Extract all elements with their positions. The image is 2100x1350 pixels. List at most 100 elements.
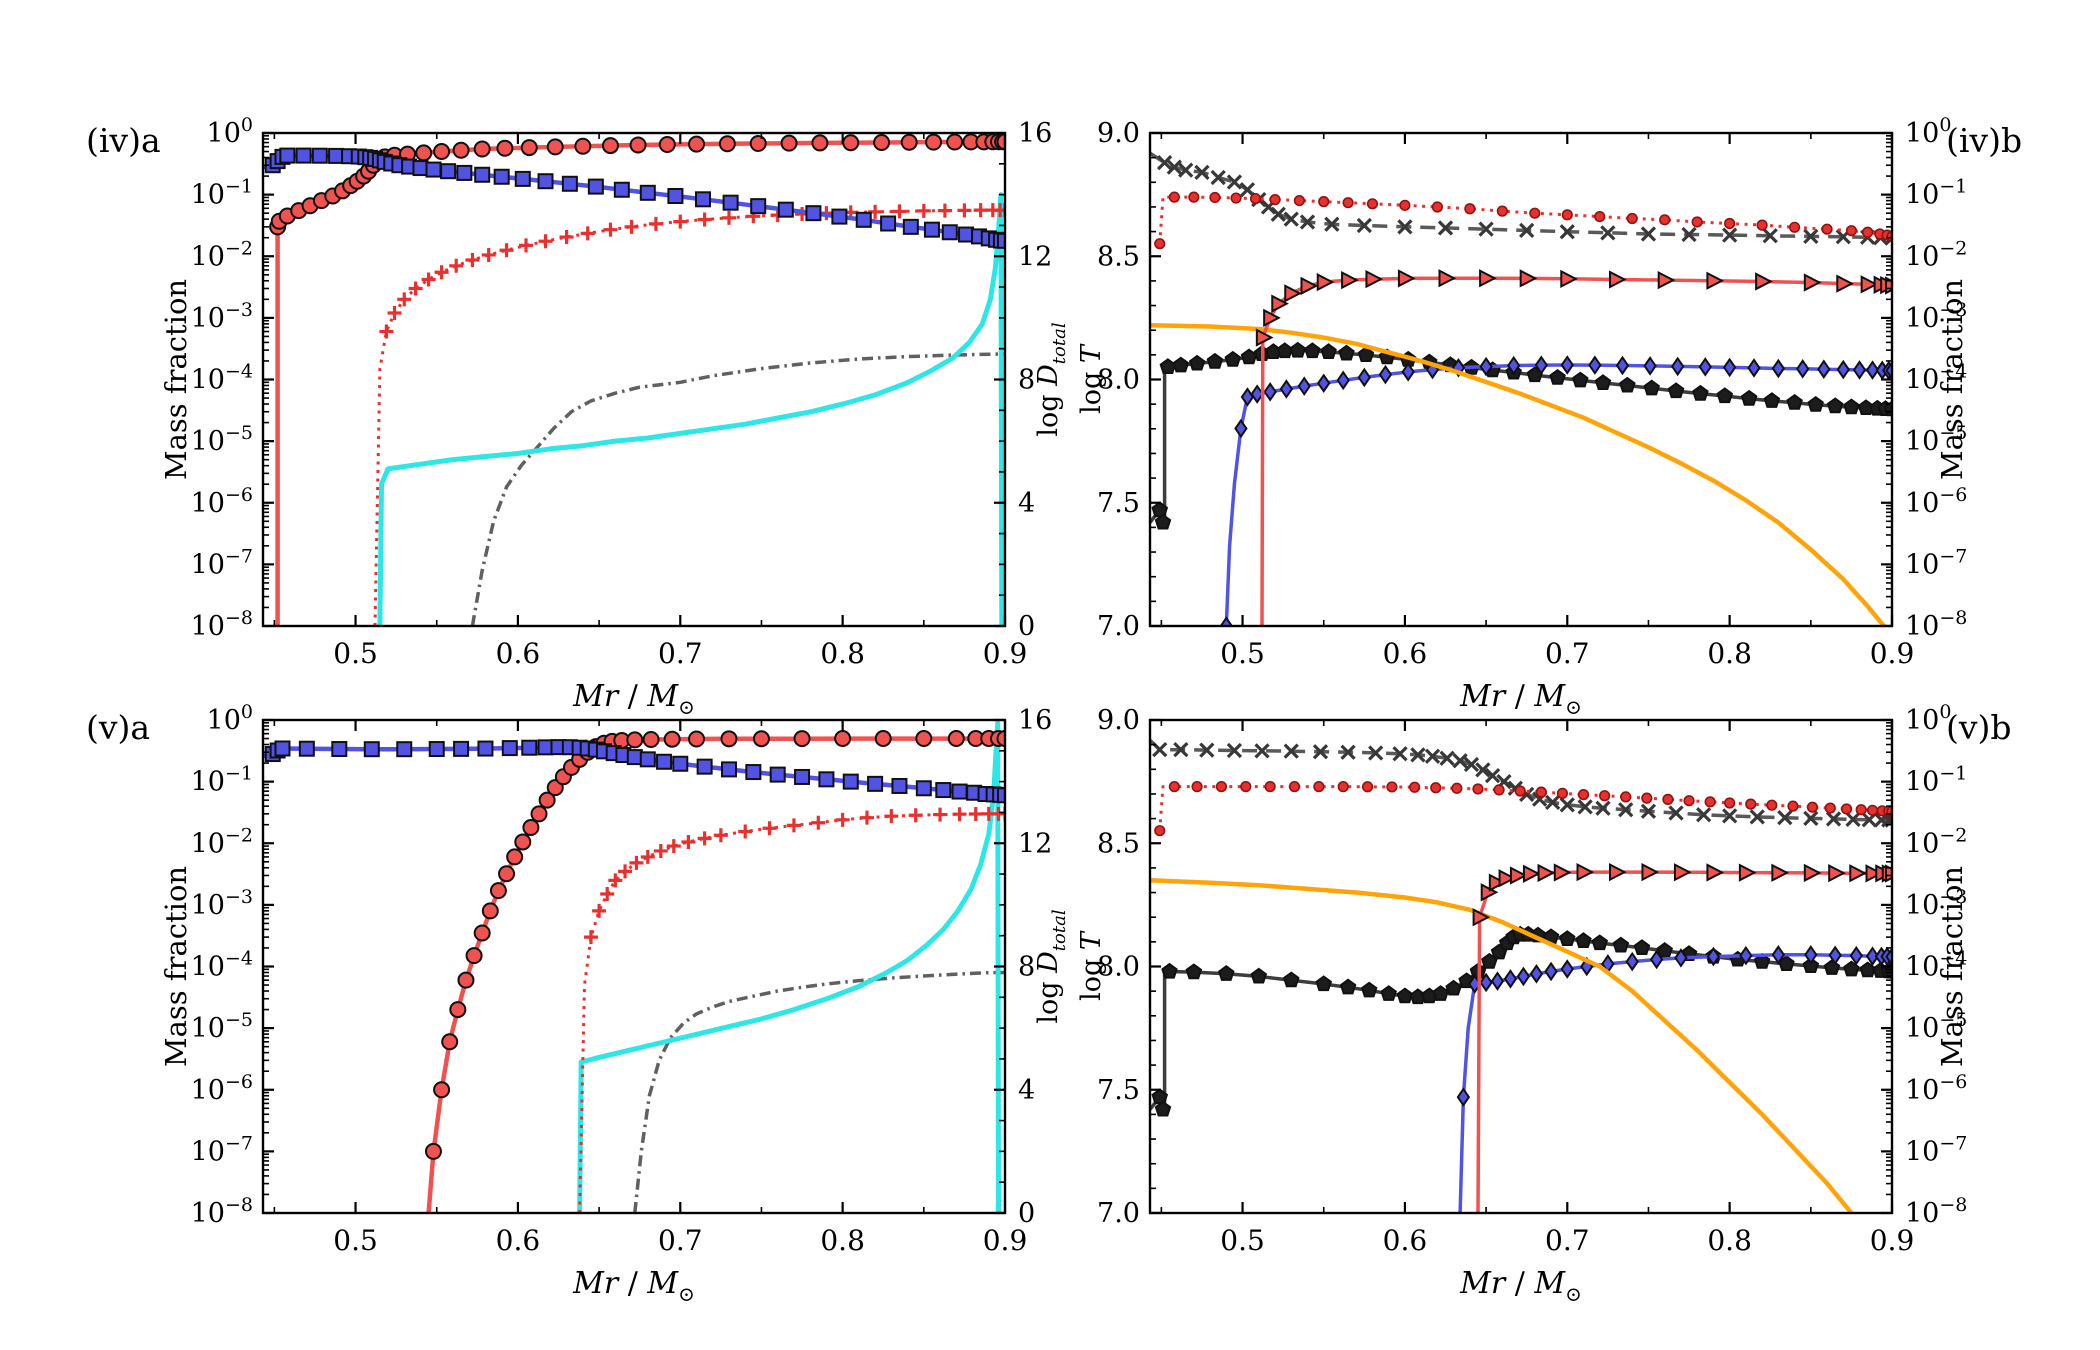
marker-plus	[600, 887, 615, 902]
marker-pentagon	[1172, 356, 1190, 373]
marker-x	[1437, 220, 1454, 236]
marker-dot	[1154, 238, 1166, 250]
marker-dot	[1577, 789, 1590, 801]
marker-square	[298, 740, 315, 757]
y-tick-label-right: 8	[1018, 952, 1035, 983]
marker-x	[1559, 797, 1575, 813]
marker-diamond	[1852, 360, 1867, 380]
series-orange-logt-line	[1150, 323, 1886, 626]
line-red-solid-triangles	[1260, 276, 1892, 626]
y-tick-label-left: 10−8	[191, 1194, 253, 1229]
marker-plus	[583, 930, 598, 945]
marker-dot	[1288, 781, 1301, 793]
y-tick-label-left: 8.0	[1097, 365, 1140, 396]
marker-triangle-right	[1828, 863, 1846, 883]
markers-red-dotted-dots	[1154, 781, 1892, 837]
marker-plus	[559, 230, 574, 245]
marker-dot	[1342, 197, 1354, 209]
line-red-solid-triangles	[1476, 870, 1892, 1213]
marker-diamond	[1560, 355, 1574, 375]
marker-diamond	[1263, 382, 1277, 402]
marker-dot	[1535, 786, 1547, 798]
marker-x	[1254, 743, 1270, 759]
marker-x	[1618, 802, 1634, 818]
marker-square	[456, 164, 473, 181]
right-axis-title1-v-a: log Dtotal	[1033, 909, 1070, 1023]
panel-label-iv-b: (iv)b	[1946, 121, 2022, 160]
marker-circle	[811, 134, 829, 152]
marker-circle	[842, 134, 860, 152]
marker-square	[396, 741, 413, 758]
y-tick-label-right: 10−5	[1905, 1009, 1967, 1044]
marker-dot	[1154, 825, 1166, 837]
marker-dot	[1209, 191, 1221, 204]
ticks-v-b	[1150, 718, 1894, 1215]
marker-circle	[688, 730, 706, 748]
marker-plus	[592, 903, 607, 918]
marker-diamond	[1885, 946, 1892, 967]
y-tick-label-right: 4	[1018, 488, 1035, 519]
marker-triangle-right	[1576, 862, 1595, 882]
marker-circle	[574, 137, 592, 155]
marker-circle	[522, 819, 540, 837]
marker-diamond	[1739, 945, 1753, 966]
x-tick-label: 0.8	[1707, 1224, 1752, 1257]
marker-triangle-right	[1885, 864, 1892, 883]
marker-square	[696, 758, 713, 775]
marker-triangle-right	[1255, 328, 1274, 347]
marker-diamond	[1706, 946, 1721, 967]
marker-square	[842, 773, 859, 790]
marker-pentagon	[1338, 344, 1355, 361]
markers-red-solid-triangles	[1255, 269, 1892, 347]
marker-pentagon	[1304, 342, 1321, 359]
marker-pentagon	[1619, 376, 1636, 393]
marker-plus	[762, 821, 777, 836]
marker-x	[1545, 794, 1561, 811]
markers-black-solid-pentagons	[1151, 341, 1892, 530]
y-tick-label-right: 0	[1018, 1198, 1035, 1229]
markers-red-solid-circles	[269, 133, 1005, 236]
marker-square	[521, 739, 538, 756]
marker-triangle-right	[1771, 863, 1790, 882]
marker-diamond	[1357, 367, 1372, 388]
x-tick-label: 0.5	[333, 1224, 378, 1257]
series-red-solid-triangles	[1472, 862, 1892, 1213]
marker-dot	[1787, 800, 1799, 812]
marker-pentagon	[1667, 382, 1685, 399]
marker-plus	[697, 212, 712, 227]
y-tick-label-right: 10−4	[1905, 948, 1967, 983]
marker-diamond	[1544, 961, 1558, 982]
marker-diamond	[1297, 376, 1311, 396]
marker-pentagon	[1432, 985, 1449, 1001]
y-tick-label-left: 10−2	[191, 237, 253, 272]
right-axis-title2-v-a: log T	[1076, 930, 1107, 1001]
series-red-solid-circles	[424, 730, 1005, 1213]
marker-plus	[998, 806, 1005, 821]
marker-dot	[1662, 793, 1674, 805]
marker-pentagon	[1571, 371, 1589, 388]
series-layer-v-b	[1150, 738, 1892, 1213]
marker-circle	[752, 730, 770, 748]
y-tick-label-left: 10−2	[191, 824, 253, 859]
marker-pentagon	[1859, 961, 1876, 978]
marker-x	[1299, 214, 1316, 230]
marker-circle	[473, 140, 491, 158]
marker-circle	[642, 731, 660, 749]
marker-plus	[648, 216, 663, 231]
marker-pentagon	[1643, 379, 1660, 396]
y-tick-label-left: 10−4	[191, 361, 253, 396]
marker-plus	[952, 807, 967, 822]
marker-circle	[433, 143, 451, 161]
marker-square	[941, 224, 958, 241]
marker-x	[1762, 228, 1778, 244]
marker-dot	[1824, 802, 1836, 814]
series-blue-solid-diamonds	[1219, 355, 1892, 626]
marker-square	[915, 780, 932, 797]
marker-dot	[1493, 784, 1505, 796]
marker-x	[1777, 810, 1793, 826]
y-tick-label-left: 8.5	[1097, 828, 1140, 859]
y-tick-label-left: 100	[207, 701, 253, 736]
marker-circle	[629, 136, 647, 154]
marker-square	[561, 175, 578, 192]
marker-plus	[933, 807, 948, 822]
